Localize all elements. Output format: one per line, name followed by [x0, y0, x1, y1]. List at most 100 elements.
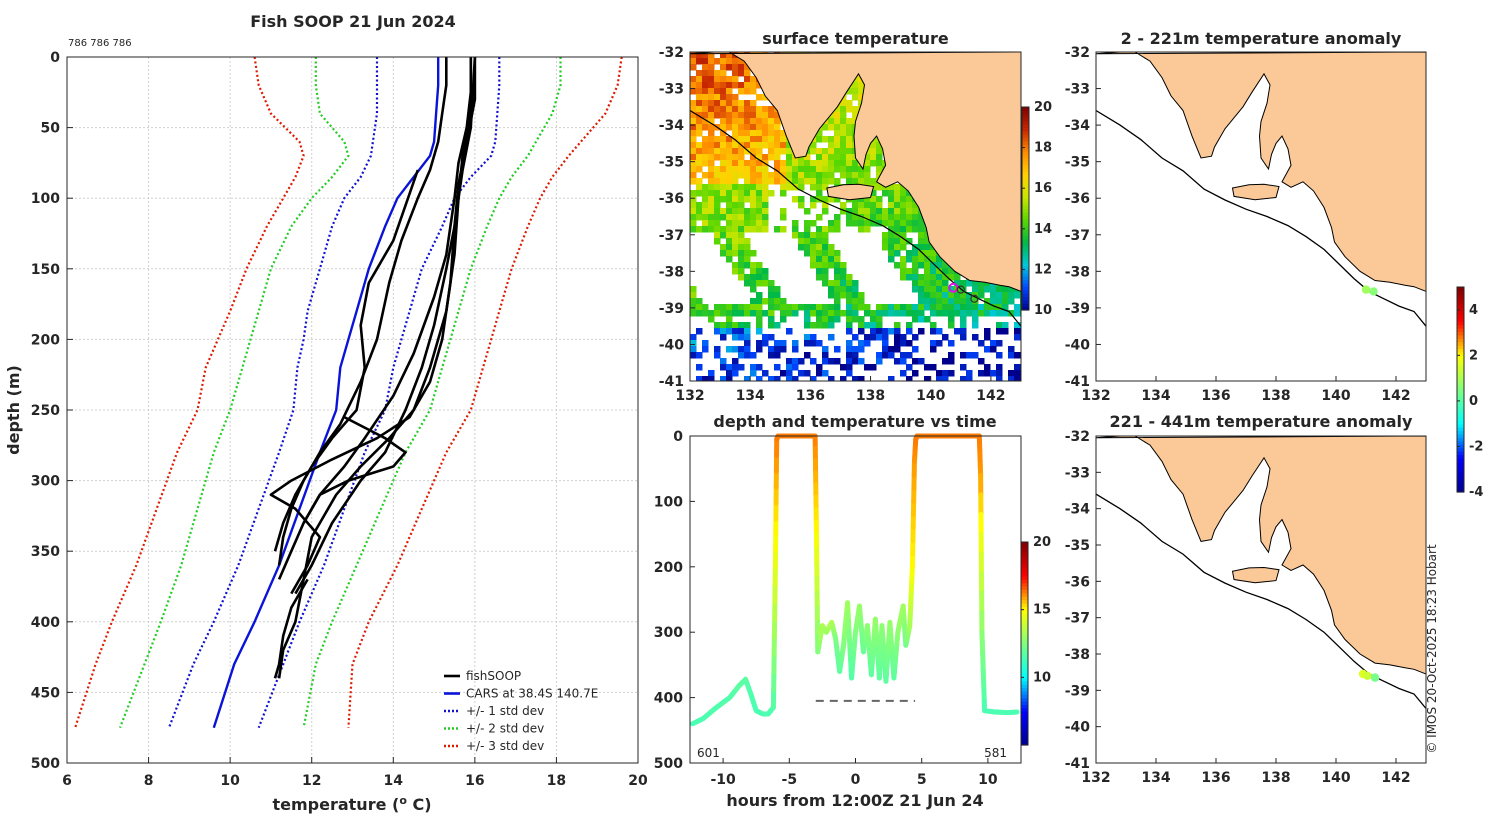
sst-pixel [750, 298, 757, 305]
sst-pixel [912, 262, 919, 269]
sst-pixel [798, 358, 805, 365]
sst-pixel [990, 370, 997, 377]
sst-pixel [810, 250, 817, 257]
anom-colorbar-cell [1457, 338, 1464, 343]
sst-pixel [798, 202, 805, 209]
sst-colorbar-cell [1022, 252, 1029, 257]
sst-pixel [744, 184, 751, 191]
sst-pixel [732, 196, 739, 203]
sst-pixel [822, 196, 829, 203]
sst-pixel [702, 220, 709, 227]
sst-pixel [750, 136, 757, 143]
sst-pixel [786, 172, 793, 179]
sst-ytick-label: -35 [659, 155, 684, 171]
sst-pixel [768, 130, 775, 137]
sst-pixel [732, 238, 739, 245]
sst-pixel [798, 196, 805, 203]
sst-pixel [960, 310, 967, 317]
sst-pixel [738, 88, 745, 95]
sst-pixel [894, 208, 901, 215]
time-colorbar-cell [1021, 558, 1028, 563]
anom-colorbar-tick-label: 0 [1469, 394, 1478, 409]
sst-pixel [738, 202, 745, 209]
sst-pixel [894, 184, 901, 191]
sst-pixel [726, 244, 733, 251]
sst-pixel [858, 298, 865, 305]
sst-pixel [966, 352, 973, 359]
sst-pixel [828, 310, 835, 317]
sst-pixel [924, 250, 931, 257]
std-line-std2-left [118, 57, 350, 729]
sst-pixel [738, 322, 745, 329]
sst-pixel [846, 148, 853, 155]
sst-pixel [840, 112, 847, 119]
sst-pixel [780, 190, 787, 197]
sst-colorbar-cell [1022, 282, 1029, 287]
sst-pixel [738, 310, 745, 317]
sst-pixel [744, 340, 751, 347]
sst-pixel [702, 190, 709, 197]
sst-pixel [900, 304, 907, 311]
sst-pixel [702, 196, 709, 203]
sst-pixel [882, 334, 889, 341]
time-axes-box [689, 435, 1022, 764]
sst-pixel [834, 154, 841, 161]
anom-colorbar-cell [1457, 474, 1464, 479]
sst-pixel [960, 316, 967, 323]
sst-pixel [738, 136, 745, 143]
sst-pixel [732, 130, 739, 137]
sst-pixel [738, 166, 745, 173]
anom-colorbar-cell [1457, 454, 1464, 459]
sst-pixel [822, 256, 829, 263]
anom-colorbar-cell [1457, 310, 1464, 315]
sst-pixel [756, 310, 763, 317]
sst-pixel [816, 166, 823, 173]
sst-pixel [912, 202, 919, 209]
profile-xtick-label: 8 [144, 773, 154, 789]
sst-pixel [798, 172, 805, 179]
sst-pixel [804, 226, 811, 233]
sst-pixel [762, 268, 769, 275]
sst-colorbar-cell [1022, 279, 1029, 284]
sst-pixel [852, 82, 859, 89]
sst-pixel [696, 106, 703, 113]
sst-pixel [696, 76, 703, 83]
sst-pixel [804, 322, 811, 329]
sst-pixel [906, 226, 913, 233]
sst-pixel [708, 100, 715, 107]
sst-pixel [840, 286, 847, 293]
sst-pixel [690, 142, 697, 149]
sst-pixel [822, 160, 829, 167]
anom-colorbar-cell [1457, 485, 1464, 490]
anom-colorbar-cell [1457, 389, 1464, 394]
sst-pixel [930, 262, 937, 269]
sst-colorbar-cell [1022, 150, 1029, 155]
sst-pixel [732, 250, 739, 257]
sst-pixel [942, 304, 949, 311]
sst-pixel [702, 154, 709, 161]
profile-ytick-label: 300 [31, 474, 60, 490]
sst-pixel [732, 214, 739, 221]
sst-pixel [828, 322, 835, 329]
sst-pixel [726, 106, 733, 113]
sst-pixel [708, 142, 715, 149]
std-line-std2-right [302, 57, 562, 728]
anom-colorbar-cell [1457, 317, 1464, 322]
sst-pixel [810, 184, 817, 191]
sst-pixel [756, 226, 763, 233]
sst-pixel [744, 238, 751, 245]
anom1-panel: 132 134 136 138 140 142-32-33-34-35-36-37-38-… [1065, 29, 1427, 404]
anom1-ytick-label: -32 [1065, 45, 1090, 61]
sst-pixel [768, 352, 775, 359]
sst-pixel [870, 190, 877, 197]
sst-pixel [690, 52, 697, 59]
sst-pixel [870, 160, 877, 167]
time-colorbar-cell [1021, 687, 1028, 692]
sst-pixel [756, 130, 763, 137]
sst-pixel [984, 334, 991, 341]
sst-pixel [744, 70, 751, 77]
sst-pixel [720, 358, 727, 365]
sst-pixel [834, 310, 841, 317]
sst-pixel [840, 166, 847, 173]
sst-pixel [720, 106, 727, 113]
